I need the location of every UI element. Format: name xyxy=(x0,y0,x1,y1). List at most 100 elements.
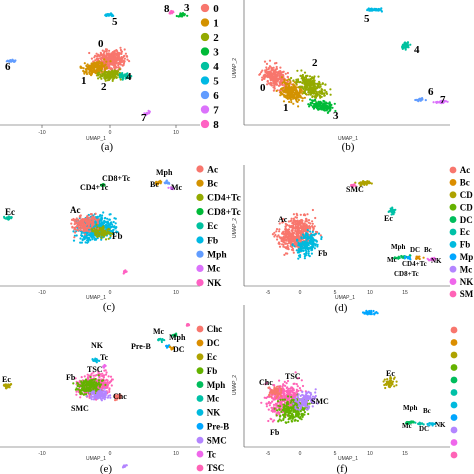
scatter-point xyxy=(81,225,85,229)
scatter-point xyxy=(111,78,114,81)
scatter-point xyxy=(122,272,125,275)
scatter-point xyxy=(100,398,103,401)
scatter-point xyxy=(119,48,122,52)
scatter-point xyxy=(7,215,11,218)
scatter-point xyxy=(123,74,126,77)
scatter-point xyxy=(280,419,283,422)
scatter-point xyxy=(89,386,92,389)
scatter-point xyxy=(416,99,419,102)
scatter-point xyxy=(92,217,95,220)
scatter-point xyxy=(114,59,117,62)
scatter-point xyxy=(267,408,270,411)
scatter-point xyxy=(312,99,315,102)
scatter-point xyxy=(292,225,295,228)
legend-swatch xyxy=(196,381,204,389)
scatter-point xyxy=(309,230,312,233)
legend-swatch xyxy=(196,450,204,458)
scatter-point xyxy=(98,376,101,379)
legend-label: Bc xyxy=(207,180,218,190)
scatter-point xyxy=(108,224,111,227)
scatter-point xyxy=(271,72,274,76)
scatter-point xyxy=(170,186,173,189)
scatter-point xyxy=(103,65,106,68)
scatter-point xyxy=(109,60,112,63)
scatter-point xyxy=(84,233,87,236)
scatter-point xyxy=(287,82,290,85)
scatter-point xyxy=(380,10,383,13)
scatter-point xyxy=(320,101,323,104)
scatter-point xyxy=(278,222,281,225)
scatter-point xyxy=(106,379,109,382)
panel-c-cluster-label: Ac xyxy=(70,205,81,215)
scatter-point xyxy=(79,66,82,69)
scatter-point xyxy=(302,236,306,239)
scatter-point xyxy=(429,258,432,261)
panel-c-cluster-label: Fb xyxy=(112,231,123,241)
scatter-point xyxy=(114,52,117,55)
scatter-point xyxy=(281,83,284,87)
panel-f-points xyxy=(260,309,438,427)
scatter-point xyxy=(264,383,267,386)
scatter-point xyxy=(312,87,315,91)
scatter-point xyxy=(271,400,274,403)
scatter-point xyxy=(279,90,282,94)
scatter-point xyxy=(320,236,323,239)
scatter-point xyxy=(283,80,286,83)
scatter-point xyxy=(390,210,393,214)
legend-label: Bc xyxy=(460,178,470,188)
scatter-point xyxy=(304,226,307,229)
panel-e-points xyxy=(2,323,191,469)
scatter-point xyxy=(292,96,295,99)
scatter-point xyxy=(95,232,99,235)
scatter-point xyxy=(70,222,73,225)
scatter-point xyxy=(333,102,336,105)
scatter-point xyxy=(265,403,268,406)
scatter-point xyxy=(295,230,299,233)
legend-swatch xyxy=(200,119,210,129)
scatter-point xyxy=(291,243,294,246)
scatter-point xyxy=(106,396,109,399)
scatter-point xyxy=(80,392,83,395)
scatter-point xyxy=(175,334,178,337)
scatter-point xyxy=(81,218,84,221)
scatter-point xyxy=(93,230,96,233)
scatter-point xyxy=(297,257,300,260)
scatter-point xyxy=(89,218,92,221)
legend-swatch xyxy=(200,18,210,27)
scatter-point xyxy=(183,13,186,16)
scatter-point xyxy=(282,230,285,233)
scatter-point xyxy=(297,105,300,108)
scatter-point xyxy=(415,257,418,260)
scatter-point xyxy=(271,410,274,413)
panel-a-tick-label: 10 xyxy=(173,130,179,136)
scatter-point xyxy=(294,216,297,219)
scatter-point xyxy=(317,75,320,78)
scatter-point xyxy=(105,49,108,53)
scatter-point xyxy=(276,238,279,241)
scatter-point xyxy=(95,61,99,64)
scatter-point xyxy=(104,78,107,81)
scatter-point xyxy=(313,84,316,87)
panel-d-tick-label: -5 xyxy=(266,290,271,296)
scatter-point xyxy=(305,223,308,226)
scatter-point xyxy=(3,216,6,219)
scatter-point xyxy=(317,103,320,106)
scatter-point xyxy=(92,387,95,390)
legend-swatch xyxy=(449,290,457,298)
scatter-point xyxy=(290,217,293,220)
scatter-point xyxy=(286,97,289,100)
scatter-point xyxy=(80,234,83,238)
scatter-point xyxy=(89,396,92,399)
scatter-point xyxy=(293,81,296,84)
scatter-point xyxy=(404,255,407,258)
scatter-point xyxy=(275,412,279,415)
scatter-point xyxy=(281,221,284,224)
scatter-point xyxy=(317,90,321,94)
scatter-point xyxy=(297,377,300,380)
scatter-point xyxy=(278,412,281,415)
scatter-point xyxy=(80,376,83,379)
panel-d-cluster-label: Bc xyxy=(424,246,432,254)
scatter-point xyxy=(282,70,285,73)
scatter-point xyxy=(93,396,96,399)
